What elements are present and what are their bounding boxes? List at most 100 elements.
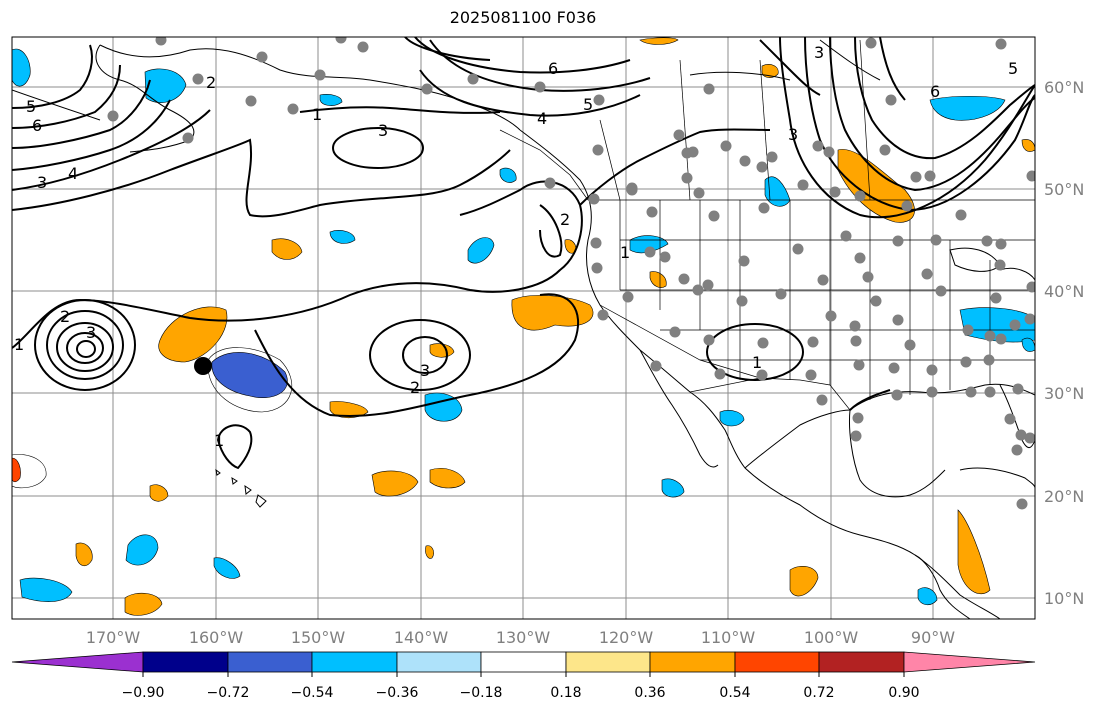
contour-label: 1 [214, 431, 224, 450]
shade-blob [499, 167, 517, 183]
shade-blob [19, 577, 73, 602]
shade-blob [917, 587, 938, 606]
contour-label: 2 [60, 307, 70, 326]
contour-label: 4 [68, 164, 78, 183]
shade-blob [429, 343, 455, 358]
lon-label: 160°W [189, 628, 244, 647]
contour-label: 6 [930, 82, 940, 101]
shade-blob [1021, 139, 1035, 152]
shade-blob [429, 468, 466, 489]
shade-blob [271, 238, 303, 260]
colorbar-segment [818, 651, 905, 673]
contour-label: 4 [537, 109, 547, 128]
lon-label: 120°W [599, 628, 654, 647]
contour-label: 3 [37, 173, 47, 192]
shade-blob [12, 454, 47, 489]
shade-blob [957, 509, 991, 595]
lat-label: 10°N [1044, 589, 1084, 608]
contour-label: 5 [583, 95, 593, 114]
colorbar-tick-label: −0.54 [291, 685, 334, 701]
contour-label: 3 [788, 125, 798, 144]
location-marker [194, 357, 212, 375]
contour-label: 2 [410, 378, 420, 397]
contour-label: 6 [32, 116, 42, 135]
colorbar-segment [11, 651, 144, 673]
contour-label: 1 [620, 243, 630, 262]
contour-label: 3 [378, 121, 388, 140]
shade-blob [371, 470, 419, 497]
colorbar-tick-label: −0.18 [460, 685, 503, 701]
colorbar-segment [649, 651, 736, 673]
shade-blob [124, 592, 163, 616]
shade-blob [719, 410, 745, 427]
colorbar-tick-label: 0.72 [803, 685, 834, 701]
shaded-field [12, 37, 1035, 616]
contour-label: 2 [206, 73, 216, 92]
shade-blob [213, 557, 241, 579]
shade-blob [1021, 337, 1035, 352]
contour-lines [12, 37, 1035, 470]
contour-label: 1 [14, 335, 24, 354]
shade-blob [329, 230, 356, 244]
colorbar-segment [396, 651, 482, 673]
lon-label: 90°W [911, 628, 955, 647]
colorbar-segment [227, 651, 313, 673]
lat-label: 50°N [1044, 180, 1084, 199]
shade-blob [12, 48, 31, 87]
shade-blob [467, 237, 495, 264]
lon-label: 110°W [701, 628, 756, 647]
shade-blob [149, 484, 169, 502]
shade-blob [959, 307, 1035, 343]
colorbar [11, 651, 1036, 673]
lat-label: 30°N [1044, 384, 1084, 403]
colorbar-segment [903, 651, 1036, 673]
map-title: 2025081100 F036 [449, 8, 597, 27]
lat-label: 60°N [1044, 78, 1084, 97]
shade-blob [639, 37, 679, 45]
colorbar-tick-label: −0.90 [122, 685, 165, 701]
lon-label: 170°W [86, 628, 141, 647]
contour-label-group: 5 6 3 4 1 3 4 5 6 2 1 3 2 1 3 6 5 3 1 2 … [14, 43, 1018, 450]
contour-label: 6 [548, 59, 558, 78]
lon-label: 150°W [291, 628, 346, 647]
lat-label: 20°N [1044, 487, 1084, 506]
shade-blob [211, 352, 288, 398]
colorbar-tick-label: 0.54 [719, 685, 750, 701]
shade-blob [319, 94, 343, 106]
shade-blob [649, 271, 667, 288]
contour-label: 2 [560, 210, 570, 229]
lat-labels: 60°N 50°N 40°N 30°N 20°N 10°N [1044, 78, 1084, 608]
colorbar-tick-label: −0.36 [376, 685, 419, 701]
contour-label: 1 [312, 105, 322, 124]
colorbar-segment [734, 651, 820, 673]
lon-label: 130°W [496, 628, 551, 647]
colorbar-tick-label: 0.18 [550, 685, 581, 701]
contour-label: 3 [814, 43, 824, 62]
contour-label: 5 [26, 97, 36, 116]
lon-label: 140°W [394, 628, 449, 647]
lon-labels: 170°W 160°W 150°W 140°W 130°W 120°W 110°… [86, 628, 955, 647]
lon-label: 100°W [804, 628, 859, 647]
shade-blob [207, 347, 293, 413]
colorbar-labels: −0.90 −0.72 −0.54 −0.36 −0.18 0.18 0.36 … [122, 685, 920, 701]
map-frame [11, 36, 1036, 620]
shade-blob [929, 95, 1006, 121]
colorbar-segment [480, 651, 567, 673]
colorbar-segment [142, 651, 229, 673]
shade-blob [75, 542, 93, 567]
colorbar-tick-label: 0.90 [888, 685, 919, 701]
contour-label: 3 [86, 323, 96, 342]
shade-blob [789, 565, 819, 597]
shade-blob [661, 478, 685, 498]
shade-blob [144, 68, 187, 103]
shade-blob [125, 534, 159, 566]
shade-blob [425, 545, 434, 559]
colorbar-segment [565, 651, 651, 673]
contour-label: 3 [420, 361, 430, 380]
colorbar-tick-label: 0.36 [634, 685, 665, 701]
lat-label: 40°N [1044, 282, 1084, 301]
colorbar-tick-label: −0.72 [207, 685, 250, 701]
stations [107, 37, 1035, 510]
shade-blob [424, 392, 463, 422]
